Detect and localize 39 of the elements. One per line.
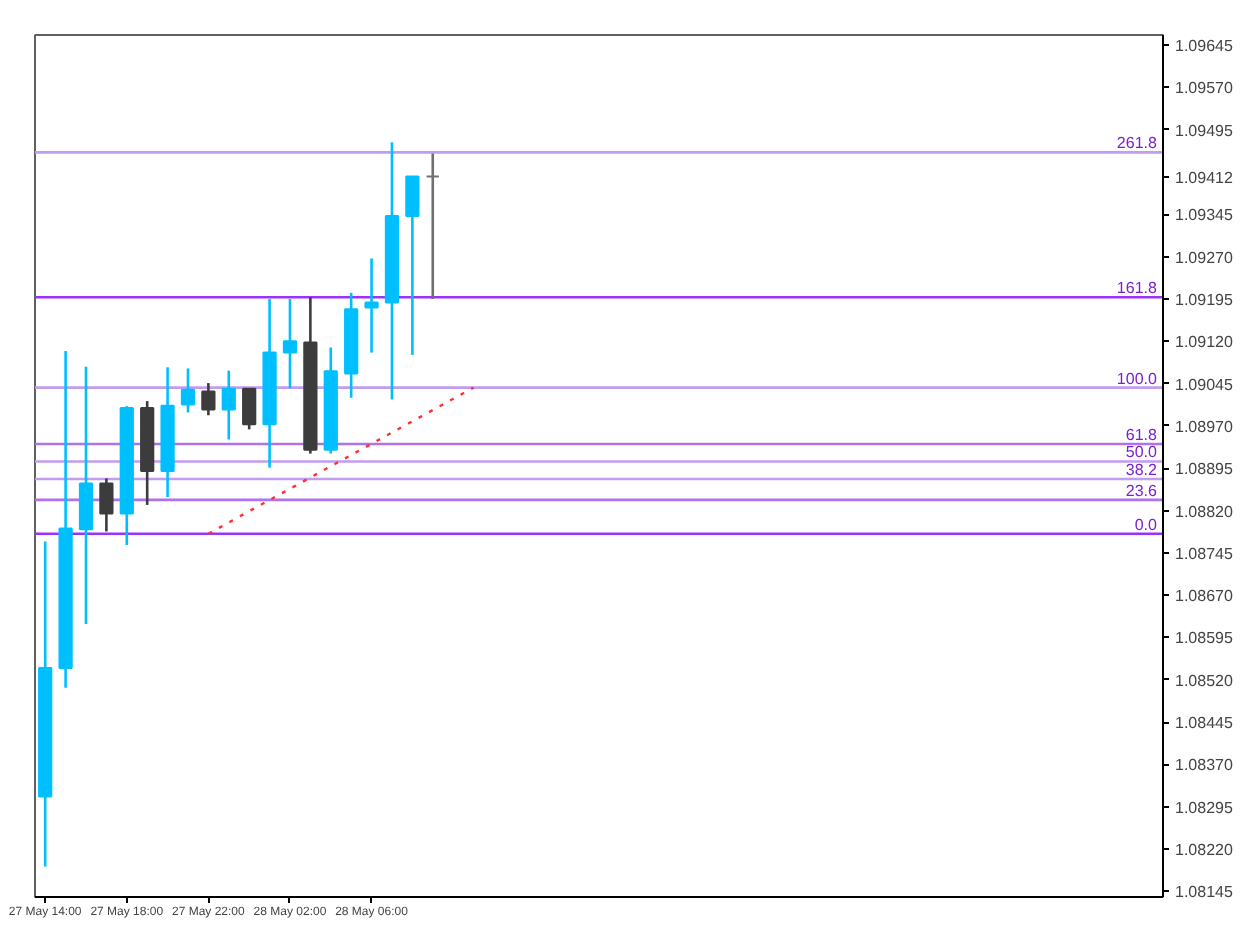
annotation: 161.8: [1116, 279, 1158, 298]
candlestick: [425, 152, 440, 301]
candlestick: [282, 297, 298, 390]
y-tick-label: 1.08595: [1175, 629, 1234, 648]
annotation: 50.0: [1125, 443, 1158, 462]
candlestick: [78, 365, 94, 626]
candlestick: [180, 367, 196, 414]
annotation: 23.6: [1125, 481, 1158, 500]
y-tick-label: 1.09495: [1175, 121, 1234, 140]
candlestick: [99, 477, 114, 533]
candlestick: [405, 175, 420, 357]
y-tick-label: 1.08295: [1175, 798, 1234, 817]
annotation: 261.8: [1116, 134, 1158, 153]
y-tick-label: 1.08670: [1175, 587, 1234, 606]
y-tick-label: 1.09045: [1175, 375, 1234, 394]
y-tick-label: 1.09645: [1175, 37, 1234, 56]
y-tick-label: 1.09270: [1175, 248, 1234, 267]
y-tick-label: 1.08970: [1175, 417, 1234, 436]
candlestick: [221, 369, 236, 441]
y-tick-label: 1.08820: [1175, 502, 1234, 521]
y-tick-label: 1.08745: [1175, 544, 1234, 563]
y-tick-label: 1.08370: [1175, 756, 1234, 775]
y-tick-label: 1.08145: [1175, 883, 1234, 902]
y-tick-label: 1.09120: [1175, 333, 1234, 352]
y-tick-label: 1.09570: [1175, 79, 1234, 98]
y-tick-label: 1.08520: [1175, 671, 1234, 690]
y-tick-label: 1.08895: [1175, 460, 1234, 479]
annotation: 38.2: [1125, 460, 1158, 479]
y-tick-label: 1.09345: [1175, 206, 1234, 225]
candlestick: [201, 381, 216, 417]
annotation: 100.0: [1116, 369, 1158, 388]
annotation: 0.0: [1134, 515, 1158, 534]
y-tick-label: 1.09412: [1175, 168, 1234, 187]
candlestick: [242, 387, 257, 431]
y-tick-label: 1.08445: [1175, 714, 1234, 733]
candlestick: [364, 257, 379, 354]
y-tick-label: 1.09195: [1175, 291, 1234, 310]
y-tick-label: 1.08220: [1175, 841, 1234, 860]
annotation: 61.8: [1125, 426, 1158, 444]
